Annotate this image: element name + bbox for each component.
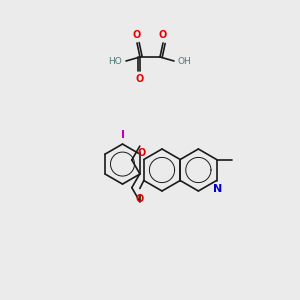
Text: O: O [138,148,146,158]
Text: O: O [136,74,144,84]
Text: O: O [136,194,144,203]
Text: HO: HO [108,58,122,67]
Text: O: O [133,30,141,40]
Text: O: O [159,30,167,40]
Text: OH: OH [178,58,192,67]
Text: I: I [122,130,125,140]
Text: N: N [213,184,222,194]
